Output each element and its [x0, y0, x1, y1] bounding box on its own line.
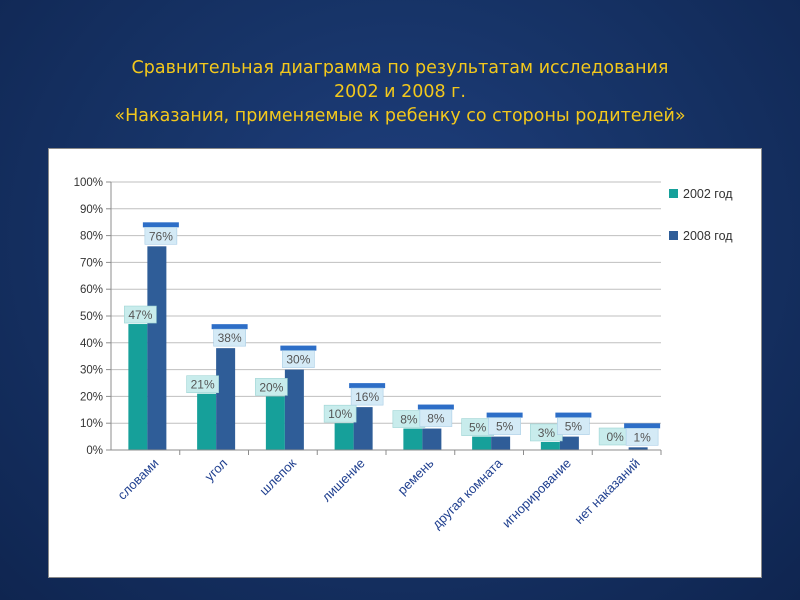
data-label: 21%	[191, 378, 215, 392]
data-label: 5%	[469, 421, 487, 435]
bar-2008	[284, 369, 304, 450]
bar-2008	[559, 436, 579, 450]
bar-chart: 0%10%20%30%40%50%60%70%80%90%100%словами…	[74, 177, 734, 532]
y-tick-label: 90%	[80, 204, 103, 216]
bar-2008	[422, 428, 442, 450]
data-label-box	[124, 305, 157, 324]
data-label-tab	[349, 383, 386, 389]
data-label: 8%	[400, 413, 418, 427]
data-label-box	[323, 404, 357, 423]
x-category-label: шлепок	[256, 455, 299, 498]
data-label: 30%	[286, 353, 310, 367]
data-label-box	[144, 227, 178, 245]
data-label-tab	[555, 412, 592, 418]
grid-layer	[111, 181, 661, 451]
bar-2008	[353, 407, 373, 450]
title-line-2: 2002 и 2008 г.	[334, 82, 466, 102]
x-category-label: ремень	[394, 455, 436, 497]
data-label-box	[213, 328, 246, 347]
data-label: 76%	[149, 229, 173, 243]
data-label-box	[625, 428, 659, 446]
data-label: 10%	[328, 407, 352, 421]
x-category-label: угол	[202, 456, 231, 485]
data-label-tab	[280, 345, 317, 351]
title-line-1: Сравнительная диаграмма по результатам и…	[131, 58, 669, 78]
y-tick-label: 100%	[74, 177, 103, 189]
slide-title: Сравнительная диаграмма по результатам и…	[40, 56, 760, 128]
x-category-label: другая комната	[429, 455, 506, 532]
data-label: 5%	[496, 420, 514, 434]
bar-2002	[334, 423, 354, 450]
bar-2002	[128, 324, 148, 450]
data-label: 5%	[565, 420, 583, 434]
x-category-label: нет наказаний	[571, 456, 642, 527]
bar-2002	[472, 436, 492, 450]
legend-swatch	[669, 231, 678, 240]
bar-2002	[540, 441, 560, 450]
data-label: 16%	[355, 390, 379, 404]
x-category-label: словами	[114, 456, 161, 503]
data-label-tab	[624, 423, 661, 429]
data-label-box	[186, 375, 219, 394]
data-label-tab	[417, 404, 454, 410]
chart-panel: 0% 10% 20% 30% 40% 50% 60% 70% 80% 90% 100% словами…	[48, 148, 762, 578]
y-tick-label: 80%	[80, 231, 103, 243]
bar-2008	[216, 348, 236, 450]
data-label-box	[488, 417, 521, 435]
data-label-box	[255, 378, 288, 396]
data-label: 3%	[538, 426, 556, 440]
x-category-label: игнорирование	[499, 456, 574, 531]
data-label: 1%	[633, 430, 651, 444]
label-layer: 47% 76% 21% 38% 20%30% 10%16% 8% 8% 5% 5% 3% 5% 0% 1%	[124, 222, 661, 446]
data-label-box	[350, 387, 384, 406]
legend-label: 2008 год	[683, 229, 733, 243]
data-label-tab	[142, 222, 179, 228]
data-label: 38%	[218, 331, 242, 345]
data-label-tab	[486, 412, 523, 418]
data-label: 8%	[427, 412, 445, 426]
title-line-3: «Наказания, применяемые к ребенку со сто…	[114, 106, 686, 126]
data-label-box	[419, 409, 453, 427]
data-label: 47%	[128, 308, 152, 322]
bar-2002	[265, 396, 285, 450]
x-category-label: лишение	[319, 456, 368, 505]
bar-2008	[491, 436, 511, 450]
y-tick-label: 60%	[80, 284, 103, 296]
bar-2008	[628, 447, 648, 450]
y-tick-label: 70%	[80, 257, 103, 269]
bar-layer	[128, 246, 648, 450]
data-label-tab	[211, 324, 248, 330]
data-label-box	[282, 350, 315, 368]
y-tick-label: 10%	[80, 418, 103, 430]
y-tick-label: 30%	[80, 365, 103, 377]
y-tick-label: 0%	[86, 445, 103, 457]
data-label: 0%	[606, 430, 624, 444]
y-tick-label: 50%	[80, 311, 103, 323]
y-tick-label: 20%	[80, 391, 103, 403]
bar-2008	[147, 246, 167, 450]
data-label-box	[557, 417, 590, 435]
bar-2002	[403, 428, 423, 450]
legend-swatch	[669, 189, 678, 198]
y-tick-label: 40%	[80, 338, 103, 350]
bar-2002	[197, 393, 217, 450]
legend-label: 2002 год	[683, 187, 733, 201]
data-label: 20%	[259, 380, 283, 394]
legend: 2002 год 2008 год	[669, 187, 733, 243]
